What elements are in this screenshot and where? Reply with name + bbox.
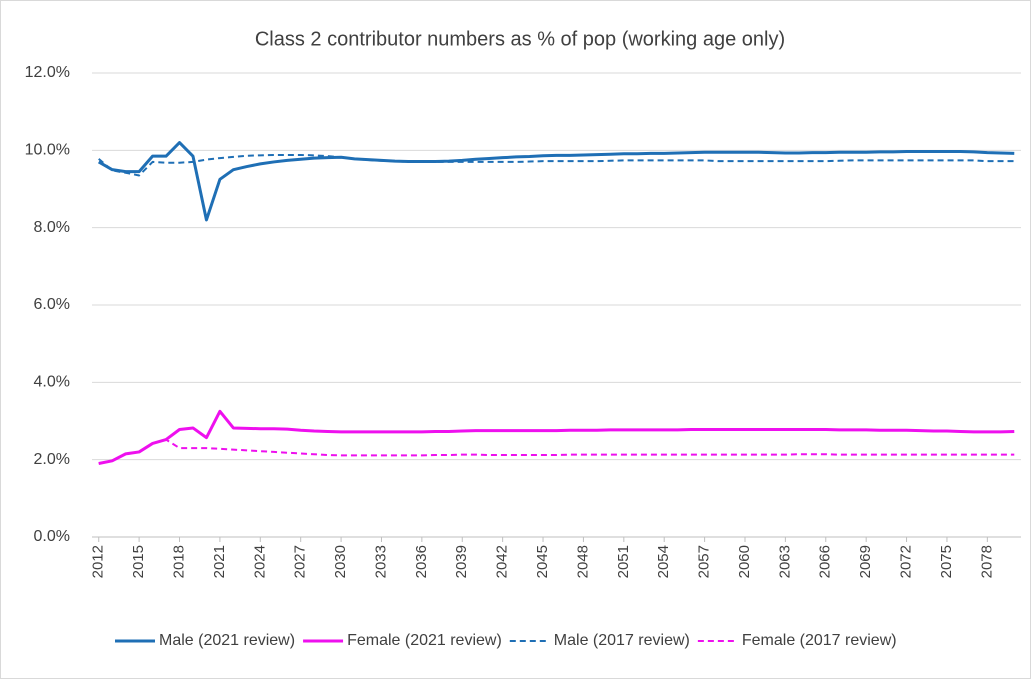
x-tick-label: 2048 [574, 545, 591, 578]
series-line [98, 153, 1015, 177]
x-tick-label: 2027 [292, 545, 309, 578]
y-tick-label: 8.0% [34, 219, 70, 236]
y-tick-label: 12.0% [25, 64, 70, 81]
legend-label: Male (2021 review) [159, 632, 295, 649]
y-tick-label: 2.0% [34, 451, 70, 468]
series-line [98, 438, 1015, 465]
x-tick-label: 2036 [413, 545, 430, 578]
x-tick-label: 2072 [898, 545, 915, 578]
x-tick-label: 2075 [938, 545, 955, 578]
legend-label: Female (2017 review) [742, 632, 897, 649]
x-tick-label: 2060 [736, 545, 753, 578]
x-tick-label: 2045 [534, 545, 551, 578]
x-tick-label: 2042 [494, 545, 511, 578]
y-tick-label: 0.0% [34, 528, 70, 545]
y-tick-label: 4.0% [34, 374, 70, 391]
y-tick-label: 6.0% [34, 296, 70, 313]
x-tick-label: 2021 [211, 545, 228, 578]
x-tick-label: 2018 [170, 545, 187, 578]
x-tick-label: 2066 [817, 545, 834, 578]
series-line [97, 141, 1015, 222]
x-tick-label: 2030 [332, 545, 349, 578]
x-tick-label: 2024 [251, 545, 268, 578]
y-tick-label: 10.0% [25, 142, 70, 159]
x-tick-label: 2078 [978, 545, 995, 578]
x-tick-label: 2069 [857, 545, 874, 578]
x-tick-label: 2063 [776, 545, 793, 578]
x-tick-label: 2057 [696, 545, 713, 578]
x-tick-label: 2015 [130, 545, 147, 578]
legend-label: Female (2021 review) [347, 632, 502, 649]
x-tick-label: 2039 [453, 545, 470, 578]
series-line [98, 409, 1015, 466]
x-tick-label: 2051 [615, 545, 632, 578]
chart-title: Class 2 contributor numbers as % of pop … [255, 28, 785, 50]
x-tick-label: 2012 [90, 545, 107, 578]
x-tick-label: 2033 [372, 545, 389, 578]
x-tick-label: 2054 [655, 545, 672, 578]
legend-label: Male (2017 review) [554, 632, 690, 649]
